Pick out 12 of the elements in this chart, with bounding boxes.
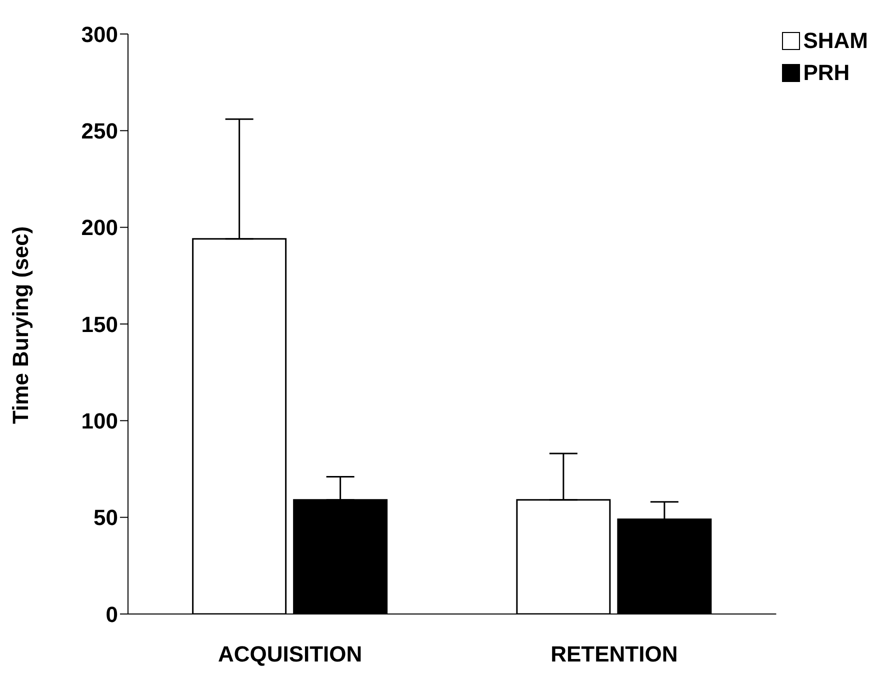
y-tick-label: 0 (106, 602, 118, 627)
x-tick-label: ACQUISITION (218, 642, 362, 667)
y-tick-label: 250 (81, 118, 118, 144)
y-tick-label: 100 (81, 408, 118, 434)
y-tick-label: 200 (81, 215, 118, 240)
y-axis-title: Time Burying (sec) (8, 226, 33, 424)
y-tick-label: 150 (81, 312, 118, 337)
legend-label: SHAM (803, 28, 868, 54)
y-tick-label: 50 (94, 505, 118, 530)
legend-label: PRH (803, 60, 850, 86)
x-tick-label: RETENTION (550, 642, 678, 667)
y-tick-label: 300 (81, 22, 118, 47)
